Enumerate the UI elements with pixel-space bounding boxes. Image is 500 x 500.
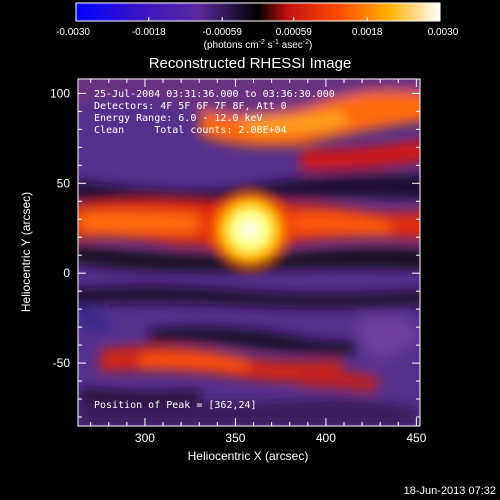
colorbar-tick-label: 0.0030 [428, 27, 459, 38]
colorbar-units: (photons cm-2 s-1 asec-2) [204, 39, 313, 51]
colorbar-tick-label: -0.0030 [56, 27, 90, 38]
axis-ticks: 300 350 400 450 -50 0 50 100 [50, 79, 427, 445]
annotations: 25-Jul-2004 03:31:36.000 to 03:36:30.000… [94, 89, 335, 411]
annotation-clean: Clean Total counts: 2.08E+04 [94, 125, 287, 136]
annotation-energy: Energy Range: 6.0 - 12.0 keV [94, 113, 263, 124]
colorbar-gradient [75, 2, 441, 22]
footer-date: 18-Jun-2013 07:32 [404, 485, 496, 497]
colorbar-ticks: -0.0030 -0.0018 -0.00059 0.00059 0.0018 0.003… [56, 17, 459, 38]
x-tick-label: 300 [135, 431, 155, 445]
peak-position-label: Position of Peak = [362,24] [94, 400, 257, 411]
colorbar-tick-label: -0.00059 [202, 27, 242, 38]
x-tick-label: 450 [406, 431, 426, 445]
chart-title: Reconstructed RHESSI Image [149, 55, 352, 72]
heatmap-image [78, 79, 420, 426]
x-tick-label: 400 [316, 431, 336, 445]
y-tick-label: 50 [57, 176, 71, 190]
x-axis-label: Heliocentric X (arcsec) [188, 449, 309, 463]
colorbar-tick-label: 0.0018 [352, 27, 383, 38]
y-axis-label: Heliocentric Y (arcsec) [19, 192, 33, 312]
plot-frame [77, 78, 421, 427]
annotation-detectors: Detectors: 4F 5F 6F 7F 8F, Att 0 [94, 101, 287, 112]
y-tick-label: 100 [50, 86, 70, 100]
y-tick-label: -50 [53, 356, 71, 370]
colorbar-tick-label: -0.0018 [132, 27, 166, 38]
colorbar-tick-label: 0.00059 [276, 27, 313, 38]
annotation-time: 25-Jul-2004 03:31:36.000 to 03:36:30.000 [94, 89, 335, 100]
y-tick-label: 0 [63, 266, 70, 280]
x-tick-label: 350 [225, 431, 245, 445]
colorbar: -0.0030 -0.0018 -0.00059 0.00059 0.0018 0.003… [56, 2, 459, 51]
peak-source [202, 182, 298, 278]
